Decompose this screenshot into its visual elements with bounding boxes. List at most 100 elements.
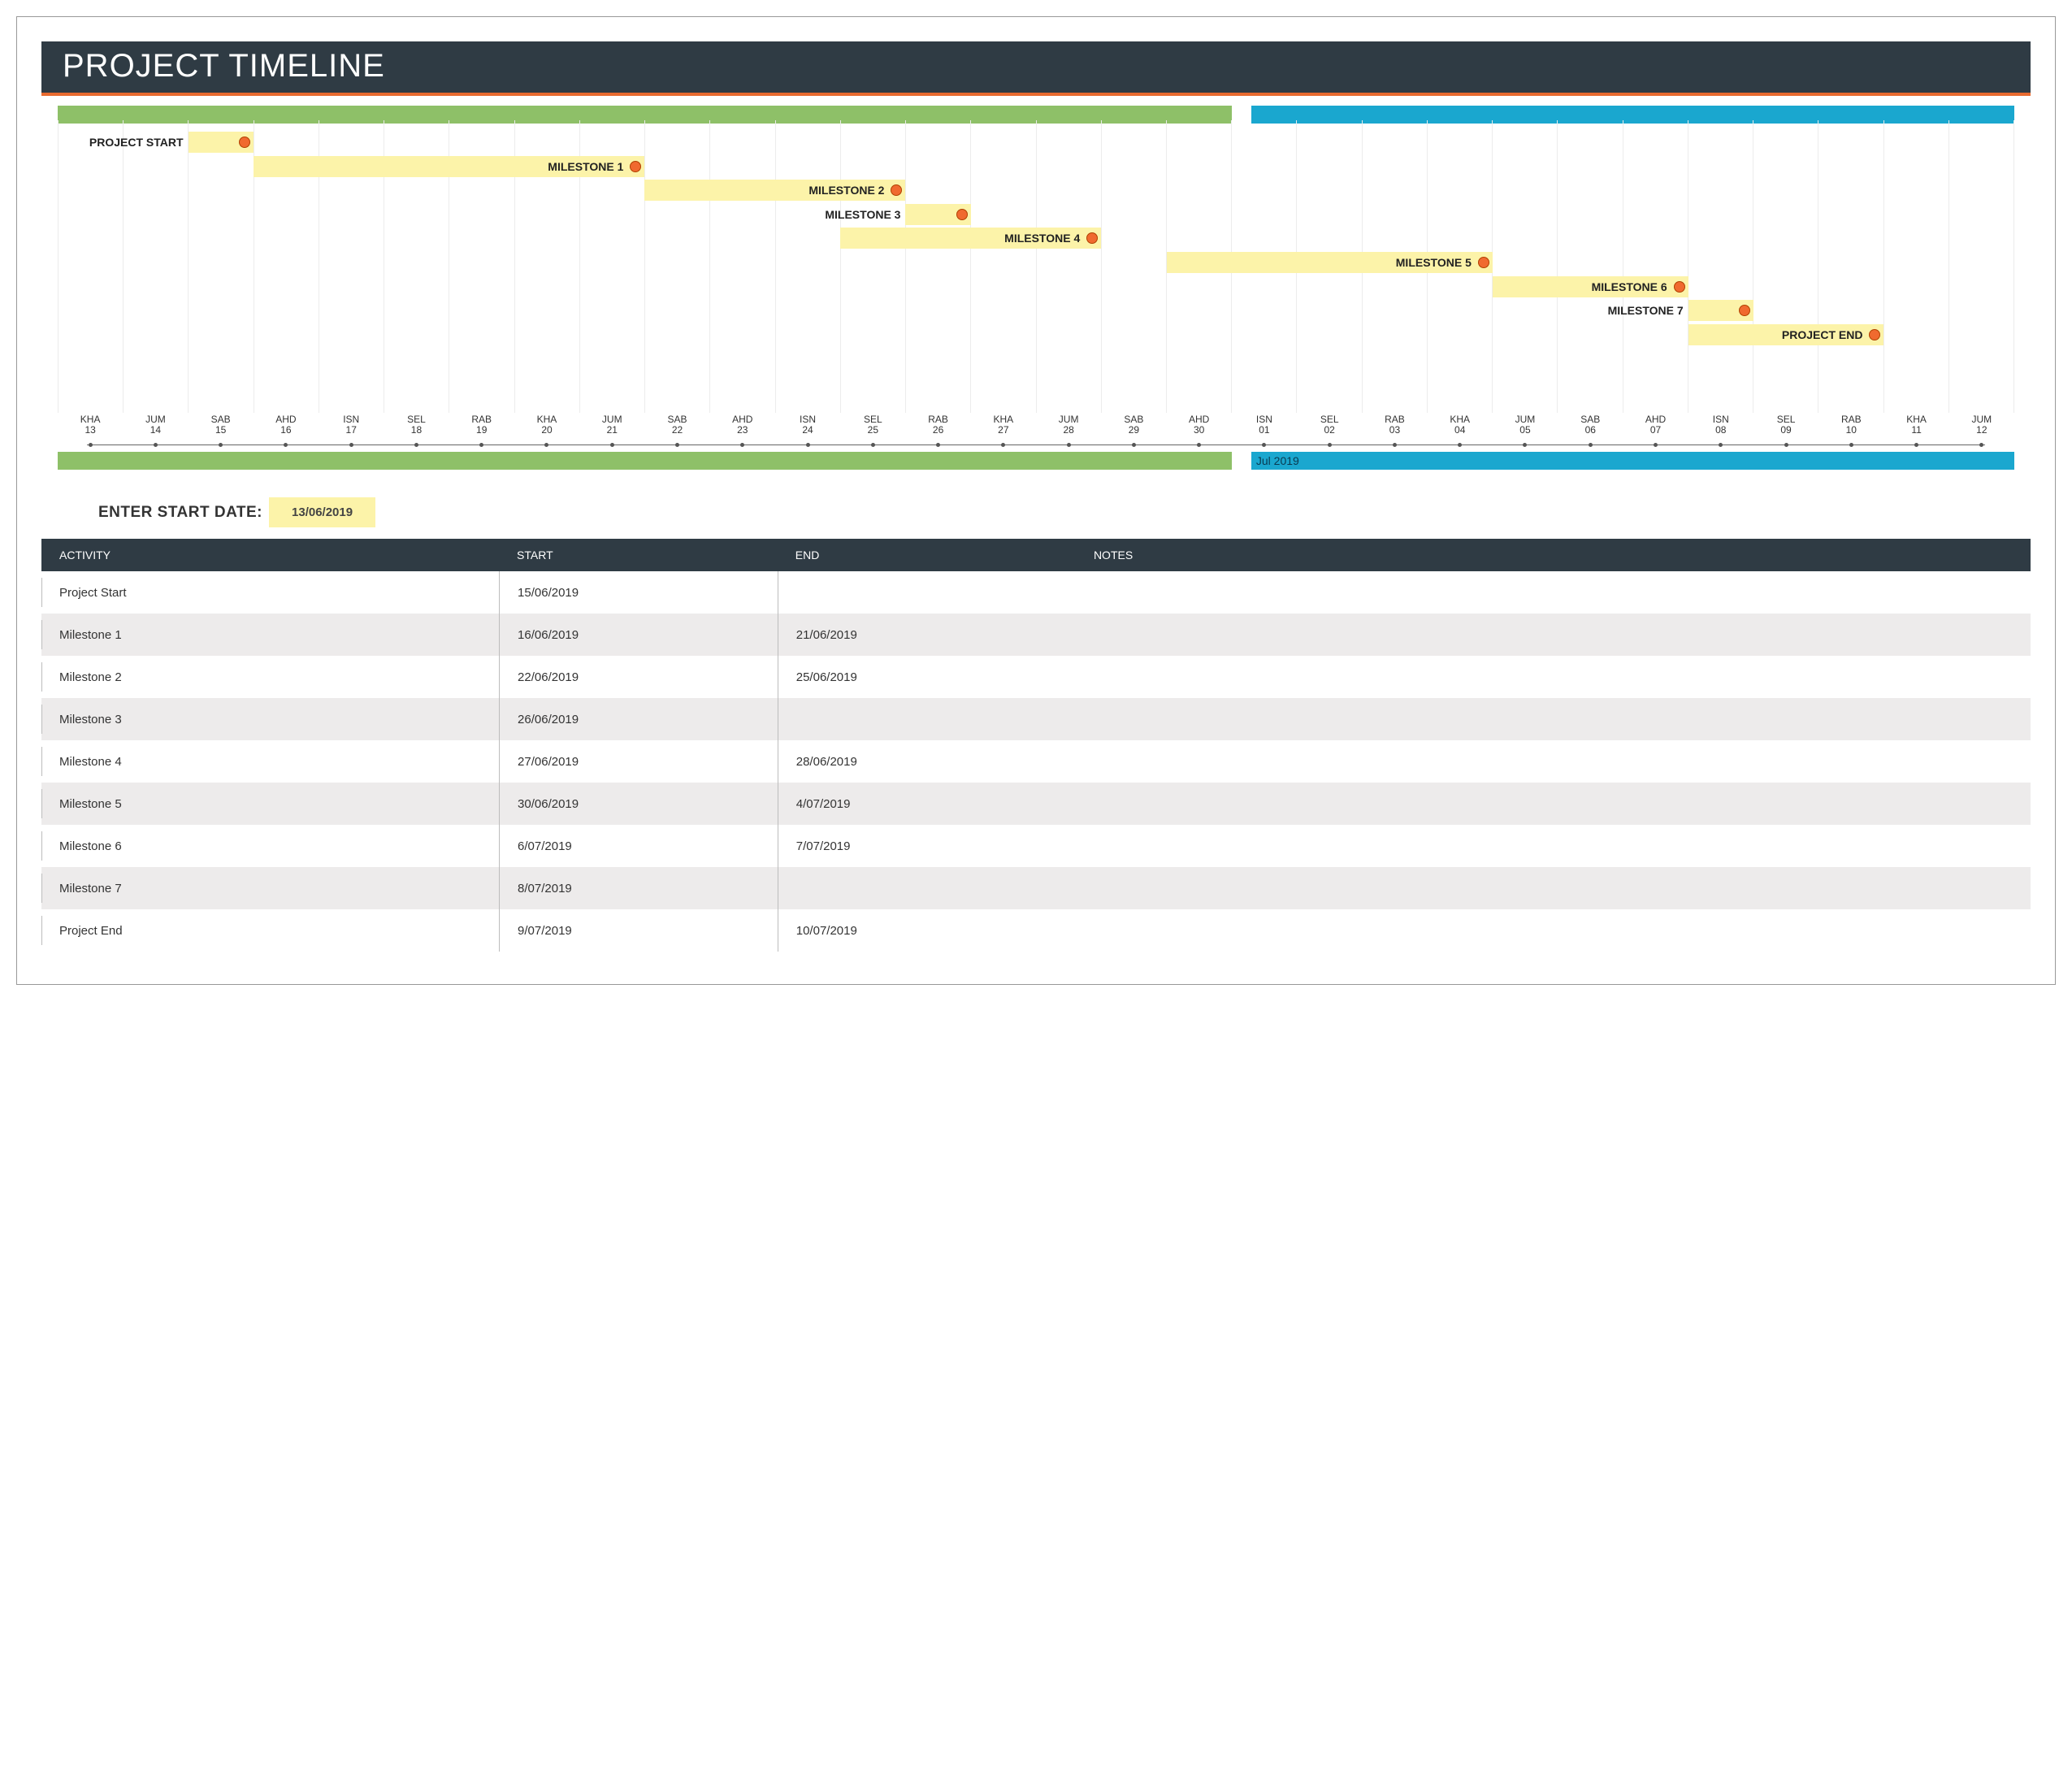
- table-row[interactable]: Project End9/07/201910/07/2019: [41, 909, 2031, 952]
- milestone-dot-icon: [1674, 281, 1685, 293]
- axis-tick: ISN24: [775, 414, 840, 436]
- axis-tick: JUM12: [1949, 414, 2014, 436]
- cell-notes: [1076, 740, 2031, 783]
- table-row[interactable]: Milestone 326/06/2019: [41, 698, 2031, 740]
- chart-bottom-legend-bars: Jul 2019: [58, 452, 2014, 470]
- axis-tick: SAB15: [189, 414, 254, 436]
- axis-tick: SAB06: [1558, 414, 1623, 436]
- timeline-bar[interactable]: PROJECT END: [1688, 324, 1884, 345]
- timeline-bar[interactable]: [189, 132, 254, 153]
- axis-tick: ISN17: [319, 414, 384, 436]
- timeline-bar[interactable]: MILESTONE 5: [1167, 252, 1493, 273]
- table-row[interactable]: Milestone 427/06/201928/06/2019: [41, 740, 2031, 783]
- cell-end: 25/06/2019: [778, 656, 1076, 698]
- axis-tick: SEL09: [1753, 414, 1818, 436]
- timeline-bar-label: MILESTONE 5: [1396, 256, 1473, 269]
- axis-tick: SEL18: [384, 414, 449, 436]
- timeline-bar[interactable]: MILESTONE 1: [254, 156, 645, 177]
- milestone-dot-icon: [1739, 305, 1750, 316]
- axis-tick: RAB10: [1818, 414, 1883, 436]
- start-date-label: ENTER START DATE:: [98, 504, 262, 522]
- axis-tick: AHD07: [1623, 414, 1688, 436]
- axis-tick: SEL25: [840, 414, 905, 436]
- axis-tick: KHA13: [58, 414, 123, 436]
- cell-notes: [1076, 614, 2031, 656]
- chart-axis-line: [58, 440, 2014, 449]
- axis-tick: JUM05: [1493, 414, 1558, 436]
- cell-activity: Milestone 2: [41, 656, 499, 698]
- milestone-dot-icon: [1869, 329, 1880, 340]
- axis-tick: SAB22: [644, 414, 709, 436]
- cell-activity: Milestone 6: [41, 825, 499, 867]
- timeline-bar[interactable]: [1688, 300, 1753, 321]
- timeline-bar[interactable]: MILESTONE 4: [840, 228, 1101, 249]
- start-date-value[interactable]: 13/06/2019: [269, 497, 375, 527]
- timeline-bar-label: MILESTONE 2: [808, 184, 886, 197]
- axis-tick: KHA20: [514, 414, 579, 436]
- timeline-bar-label: MILESTONE 7: [58, 300, 1688, 321]
- table-row[interactable]: Milestone 222/06/201925/06/2019: [41, 656, 2031, 698]
- axis-tick: KHA11: [1883, 414, 1948, 436]
- axis-tick: RAB19: [449, 414, 514, 436]
- cell-start: 8/07/2019: [499, 867, 778, 909]
- axis-tick: KHA27: [971, 414, 1036, 436]
- col-notes: NOTES: [1076, 549, 2031, 562]
- cell-start: 30/06/2019: [499, 783, 778, 825]
- timeline-bar[interactable]: [905, 204, 970, 225]
- cell-end: 10/07/2019: [778, 909, 1076, 952]
- axis-tick: ISN08: [1688, 414, 1753, 436]
- col-start: START: [499, 549, 778, 562]
- axis-tick: AHD30: [1167, 414, 1232, 436]
- cell-activity: Milestone 7: [41, 867, 499, 909]
- timeline-bar[interactable]: MILESTONE 6: [1493, 276, 1688, 297]
- table-row[interactable]: Project Start15/06/2019: [41, 571, 2031, 614]
- timeline-bar-label: MILESTONE 4: [1004, 232, 1082, 245]
- cell-start: 16/06/2019: [499, 614, 778, 656]
- chart-axis: KHA13JUM14SAB15AHD16ISN17SEL18RAB19KHA20…: [58, 414, 2014, 436]
- table-row[interactable]: Milestone 66/07/20197/07/2019: [41, 825, 2031, 867]
- cell-activity: Milestone 5: [41, 783, 499, 825]
- cell-start: 9/07/2019: [499, 909, 778, 952]
- milestone-dot-icon: [1478, 257, 1489, 268]
- table-header: ACTIVITY START END NOTES: [41, 539, 2031, 571]
- cell-activity: Project Start: [41, 571, 499, 614]
- timeline-bar-label: MILESTONE 6: [1592, 280, 1669, 293]
- cell-end: [778, 867, 1076, 909]
- col-activity: ACTIVITY: [41, 549, 499, 562]
- axis-tick: KHA04: [1428, 414, 1493, 436]
- project-timeline-document: PROJECT TIMELINE PROJECT START MILESTONE …: [16, 16, 2056, 985]
- table-row[interactable]: Milestone 116/06/201921/06/2019: [41, 614, 2031, 656]
- timeline-chart: PROJECT START MILESTONE 1 MILESTONE 2 MILES…: [41, 106, 2031, 470]
- axis-tick: ISN01: [1232, 414, 1297, 436]
- start-date-row: ENTER START DATE: 13/06/2019: [41, 497, 2031, 527]
- cell-end: [778, 571, 1076, 614]
- cell-notes: [1076, 867, 2031, 909]
- timeline-bar-label: MILESTONE 1: [548, 160, 625, 173]
- axis-tick: RAB03: [1362, 414, 1427, 436]
- cell-notes: [1076, 571, 2031, 614]
- chart-plot-area: PROJECT START MILESTONE 1 MILESTONE 2 MILES…: [58, 120, 2014, 413]
- cell-activity: Milestone 1: [41, 614, 499, 656]
- cell-end: 4/07/2019: [778, 783, 1076, 825]
- axis-tick: JUM21: [579, 414, 644, 436]
- table-row[interactable]: Milestone 78/07/2019: [41, 867, 2031, 909]
- page-title: PROJECT TIMELINE: [41, 41, 2031, 96]
- table-row[interactable]: Milestone 530/06/20194/07/2019: [41, 783, 2031, 825]
- axis-tick: AHD23: [710, 414, 775, 436]
- cell-activity: Milestone 3: [41, 698, 499, 740]
- axis-tick: RAB26: [905, 414, 970, 436]
- chart-month-label: Jul 2019: [1256, 452, 1299, 470]
- cell-notes: [1076, 656, 2031, 698]
- cell-activity: Project End: [41, 909, 499, 952]
- axis-tick: SAB29: [1101, 414, 1166, 436]
- cell-notes: [1076, 698, 2031, 740]
- cell-start: 15/06/2019: [499, 571, 778, 614]
- axis-tick: AHD16: [254, 414, 319, 436]
- timeline-bar-label: PROJECT START: [58, 132, 189, 153]
- cell-end: 28/06/2019: [778, 740, 1076, 783]
- timeline-bar[interactable]: MILESTONE 2: [644, 180, 905, 201]
- axis-tick: JUM28: [1036, 414, 1101, 436]
- page-title-text: PROJECT TIMELINE: [63, 48, 385, 84]
- timeline-bar-label: MILESTONE 3: [58, 204, 905, 225]
- cell-end: [778, 698, 1076, 740]
